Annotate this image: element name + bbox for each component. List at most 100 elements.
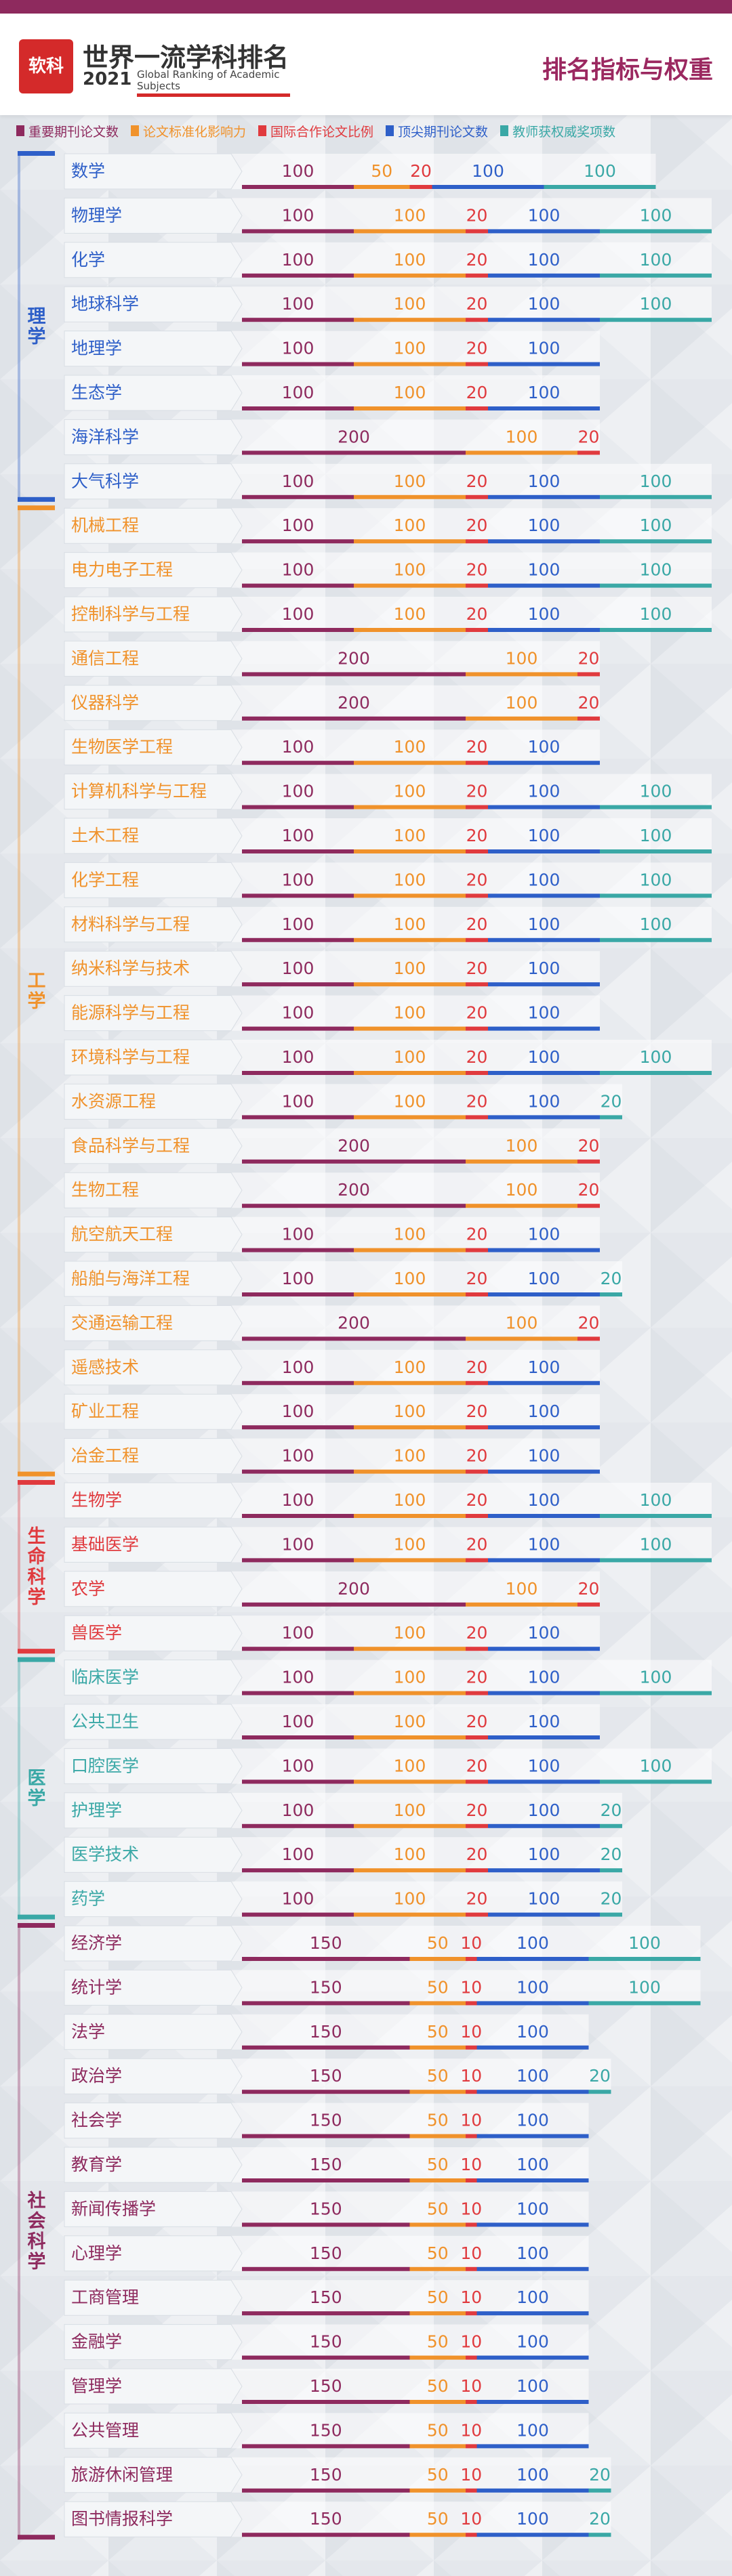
bar-segment-4 [488,1868,600,1873]
subject-label: 物理学 [71,205,122,225]
data-label: 100 [640,205,672,225]
bar-segment-5 [600,1823,622,1828]
bar-segment-1 [242,2090,410,2094]
data-label: 100 [516,2022,549,2042]
bar-segment-5 [600,1779,712,1784]
data-label: 20 [466,205,488,225]
subject-label-tab [64,552,243,589]
bar-segment-3 [466,1647,488,1651]
bar-segment-1 [242,2045,410,2050]
data-label: 20 [466,1091,488,1111]
legend-item: 重要期刊论文数 [16,122,119,140]
subject-row: 地理学 100 100 20 100 [64,331,600,367]
data-label: 150 [310,2111,342,2130]
subject-label: 图书情报科学 [71,2509,173,2529]
bar-segment-4 [476,1957,589,1961]
data-label: 20 [466,604,488,624]
subject-label: 生物医学工程 [71,737,173,757]
data-label: 100 [640,782,672,801]
data-label: 100 [394,870,426,889]
group-bracket-line [18,1480,20,1654]
data-label: 100 [282,782,314,801]
bar-segment-2 [354,1514,466,1518]
data-label: 200 [338,1136,370,1156]
data-label: 20 [601,1091,622,1111]
discipline-group: 理学 [18,151,55,502]
bar-segment-2 [354,628,466,632]
data-label: 50 [371,161,392,181]
data-label: 100 [528,1047,561,1067]
subject-label-tab [64,1217,243,1253]
legend-item: 论文标准化影响力 [131,122,246,140]
bar-segment-4 [488,937,600,942]
bar-segment-4 [488,494,600,499]
bar-segment-2 [466,1602,577,1607]
bar-segment-1 [242,1292,354,1296]
subject-label: 化学工程 [71,870,139,889]
data-label: 20 [466,471,488,491]
subject-label: 生物工程 [71,1180,139,1200]
bar-segment-4 [488,1735,600,1739]
legend-item: 教师获权威奖项数 [500,122,615,140]
subject-label: 遥感技术 [71,1357,139,1377]
bar-segment-3 [466,1823,488,1828]
data-label: 100 [282,1756,314,1775]
subject-row: 新闻传播学 150 50 10 100 [64,2191,589,2227]
subject-row: 材料科学与工程 100 100 20 100 100 [64,906,712,943]
group-bracket-bottom [18,1471,55,1477]
subject-row: 心理学 150 50 10 100 [64,2235,589,2272]
subject-row: 经济学 150 50 10 100 100 [64,1925,701,1962]
data-label: 100 [282,1047,314,1067]
legend-label: 顶尖期刊论文数 [398,124,489,140]
data-label: 100 [282,294,314,314]
bar-segment-3 [466,1380,488,1385]
subject-row: 生物工程 200 100 20 [64,1172,600,1208]
data-label: 100 [640,870,672,889]
data-label: 100 [516,1977,549,1997]
bar-segment-3 [466,893,488,898]
subject-row: 控制科学与工程 100 100 20 100 100 [64,596,712,633]
bar-segment-1 [242,1026,354,1031]
subject-label-tab [64,1615,243,1651]
bar-segment-4 [488,1071,600,1075]
data-label: 20 [589,2066,611,2086]
bar-segment-4 [488,1558,600,1563]
data-label: 100 [528,826,561,845]
data-label: 10 [460,2465,482,2485]
data-label: 100 [282,1357,314,1377]
subject-row: 药学 100 100 20 100 20 [64,1881,622,1918]
bar-segment-4 [488,1115,600,1120]
bar-segment-1 [242,761,354,765]
data-label: 20 [601,1889,622,1909]
subject-label: 环境科学与工程 [71,1047,190,1067]
bar-segment-4 [488,849,600,853]
data-label: 100 [394,1446,426,1466]
subject-label: 水资源工程 [71,1091,156,1111]
subject-label-tab [64,862,243,898]
data-label: 20 [466,1712,488,1731]
bar-segment-1 [242,450,466,455]
bar-segment-1 [242,494,354,499]
subject-label-tab [64,1836,243,1873]
bar-segment-2 [409,2444,466,2449]
group-bracket-line [18,505,20,1477]
bar-segment-1 [242,406,354,410]
subject-label-tab [64,1660,243,1696]
bar-segment-5 [600,1868,622,1873]
bar-segment-5 [600,539,712,544]
data-label: 100 [282,1712,314,1731]
bar-segment-3 [466,1026,488,1031]
data-label: 100 [528,515,561,535]
data-label: 20 [410,161,432,181]
bar-segment-2 [354,1115,466,1120]
bar-segment-1 [242,1647,354,1651]
subject-row: 物理学 100 100 20 100 100 [64,197,712,234]
subject-row: 食品科学与工程 200 100 20 [64,1128,600,1164]
bar-segment-4 [488,362,600,366]
data-label: 50 [427,1933,449,1953]
data-label: 100 [640,1047,672,1067]
bar-segment-2 [354,1071,466,1075]
bar-segment-4 [488,761,600,765]
bar-segment-3 [466,406,488,410]
subject-label: 法学 [71,2022,105,2042]
